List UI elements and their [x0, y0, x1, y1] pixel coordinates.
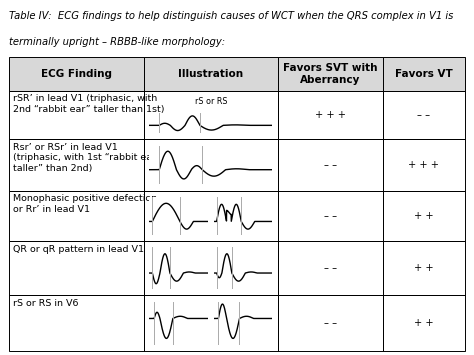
Bar	[144, 139, 278, 191]
Bar	[144, 191, 278, 241]
Text: – –: – –	[324, 263, 337, 273]
Bar	[278, 295, 383, 351]
Text: ECG Finding: ECG Finding	[41, 69, 112, 79]
Text: + +: + +	[414, 318, 433, 328]
Bar	[144, 295, 278, 351]
Bar	[9, 91, 144, 139]
Text: – –: – –	[324, 211, 337, 221]
Bar	[278, 57, 383, 91]
Text: Monophasic positive defection
or Rr’ in lead V1: Monophasic positive defection or Rr’ in …	[13, 195, 157, 214]
Bar	[383, 91, 465, 139]
Bar	[278, 191, 383, 241]
Text: rS or RS in V6: rS or RS in V6	[13, 299, 79, 308]
Text: + + +: + + +	[315, 110, 346, 120]
Bar	[9, 57, 144, 91]
Bar	[383, 191, 465, 241]
Text: Table IV:  ECG findings to help distinguish causes of WCT when the QRS complex i: Table IV: ECG findings to help distingui…	[9, 11, 454, 21]
Text: rSR’ in lead V1 (triphasic, with
2nd “rabbit ear” taller than 1st): rSR’ in lead V1 (triphasic, with 2nd “ra…	[13, 94, 165, 114]
Bar	[144, 241, 278, 295]
Text: Favors VT: Favors VT	[395, 69, 453, 79]
Bar	[9, 295, 144, 351]
Bar	[278, 241, 383, 295]
Text: – –: – –	[324, 318, 337, 328]
Text: Favors SVT with
Aberrancy: Favors SVT with Aberrancy	[283, 63, 377, 84]
Bar	[144, 57, 278, 91]
Text: rS or RS: rS or RS	[195, 97, 227, 106]
Bar	[9, 191, 144, 241]
Text: + + +: + + +	[408, 160, 439, 170]
Bar	[9, 241, 144, 295]
Text: – –: – –	[417, 110, 430, 120]
Text: + +: + +	[414, 211, 433, 221]
Bar	[383, 57, 465, 91]
Text: Rsr’ or RSr’ in lead V1
(triphasic, with 1st “rabbit ear
taller” than 2nd): Rsr’ or RSr’ in lead V1 (triphasic, with…	[13, 143, 156, 173]
Bar	[278, 139, 383, 191]
Bar	[383, 241, 465, 295]
Text: Illustration: Illustration	[178, 69, 243, 79]
Bar	[278, 91, 383, 139]
Text: + +: + +	[414, 263, 433, 273]
Text: terminally upright – RBBB-like morphology:: terminally upright – RBBB-like morpholog…	[9, 37, 226, 47]
Bar	[144, 91, 278, 139]
Text: QR or qR pattern in lead V1: QR or qR pattern in lead V1	[13, 245, 144, 253]
Bar	[383, 139, 465, 191]
Text: – –: – –	[324, 160, 337, 170]
Bar	[383, 295, 465, 351]
Bar	[9, 139, 144, 191]
